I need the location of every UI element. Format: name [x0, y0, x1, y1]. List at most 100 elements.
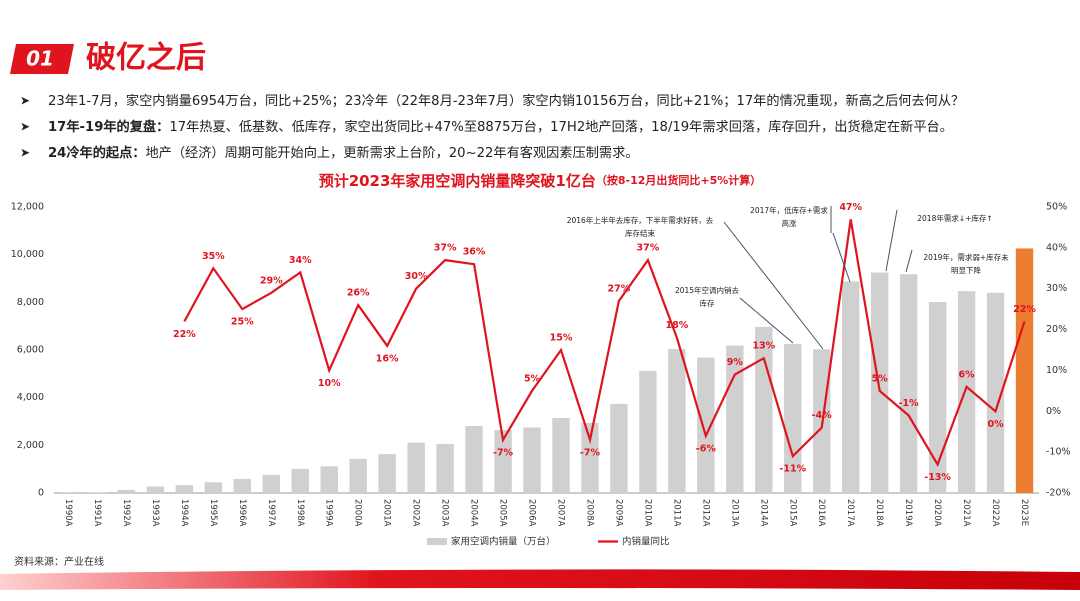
- data-label: 25%: [231, 317, 254, 328]
- data-label: 16%: [376, 353, 399, 364]
- x-tick-label: 2023E: [1019, 499, 1029, 526]
- callout-line: [723, 221, 824, 350]
- annotation: 2015年空调内销去: [675, 285, 740, 295]
- bar: [88, 492, 107, 493]
- x-tick-label: 2003A: [440, 499, 450, 527]
- x-tick-label: 1994A: [179, 499, 189, 527]
- x-tick-label: 2015A: [787, 499, 797, 527]
- y-tick-label: 0: [38, 488, 44, 499]
- bar: [204, 482, 223, 493]
- plot: 0 2,000 4,000 6,000 8,000 10,000 12,000 -20% -10…: [11, 202, 1071, 548]
- chart-title-main: 预计2023年家用空调内销量降突破1亿台: [319, 172, 596, 190]
- data-label: 5%: [872, 373, 889, 384]
- bar: [407, 442, 425, 493]
- x-tick-label: 2011A: [671, 499, 681, 527]
- bar: [494, 430, 512, 493]
- bar: [291, 468, 309, 493]
- x-tick-label: 2009A: [613, 499, 623, 527]
- data-label: 0%: [987, 419, 1004, 430]
- x-tick-label: 2010A: [642, 499, 652, 527]
- x-tick-label: 1992A: [121, 499, 131, 527]
- bar: [668, 349, 686, 493]
- callout-line: [739, 297, 794, 344]
- data-label: -4%: [812, 410, 833, 421]
- x-tick-label: 2017A: [845, 499, 855, 527]
- y2-tick-label: 30%: [1046, 283, 1067, 294]
- y2-tick-label: -20%: [1046, 488, 1071, 499]
- bullet-text: 地产（经济）周期可能开始向上，更新需求上台阶，20~22年有客观因素压制需求。: [145, 144, 638, 161]
- slide-title: 破亿之后: [86, 41, 206, 76]
- x-tick-label: 2019A: [903, 499, 913, 527]
- data-label: 29%: [260, 275, 283, 286]
- y2-tick-label: 50%: [1046, 202, 1067, 213]
- x-tick-label: 1993A: [150, 499, 160, 527]
- bullet: 23年1-7月，家空内销量6954万台，同比+25%；23冷年（22年8月-23…: [48, 92, 964, 109]
- y-tick-label: 6,000: [17, 345, 44, 356]
- bullet-text: 23年1-7月，家空内销量6954万台，同比+25%；23冷年（22年8月-23…: [48, 92, 964, 109]
- callout-line: [832, 232, 851, 283]
- data-label: -7%: [493, 447, 514, 458]
- data-label: 10%: [318, 378, 341, 389]
- bullet-marker: ➤: [20, 146, 30, 160]
- bar: [378, 454, 396, 493]
- bullet-text: 17年热夏、低基数、低库存，家空出货同比+47%至8875万台，17H2地产回落…: [169, 118, 953, 135]
- y-tick-label: 4,000: [17, 392, 44, 403]
- x-tick-label: 2002A: [411, 499, 421, 527]
- data-label: 18%: [665, 320, 688, 331]
- bar: [233, 478, 251, 493]
- x-tick-label: 1996A: [237, 499, 247, 527]
- bullet: 17年-19年的复盘：17年热夏、低基数、低库存，家空出货同比+47%至8875…: [48, 118, 953, 135]
- y2-tick-label: -10%: [1046, 447, 1071, 458]
- data-label: -13%: [924, 472, 951, 483]
- bar: [552, 417, 570, 493]
- bar: [639, 370, 657, 493]
- data-label: 37%: [434, 243, 457, 254]
- x-tick-label: 2006A: [527, 499, 537, 527]
- annotation: 明显下降: [951, 265, 981, 275]
- x-tick-label: 1991A: [92, 499, 102, 527]
- data-label: 15%: [550, 333, 573, 344]
- data-label: 5%: [524, 373, 541, 384]
- x-tick-label: 1997A: [266, 499, 276, 527]
- chart-subtitle: （按8-12月出货同比+5%计算）: [596, 173, 761, 187]
- bar: [986, 292, 1005, 493]
- x-tick-label: 2007A: [555, 499, 565, 527]
- y-tick-label: 8,000: [17, 297, 44, 308]
- chart-title: 预计2023年家用空调内销量降突破1亿台（按8-12月出货同比+5%计算）: [319, 172, 762, 190]
- x-tick-label: 2016A: [816, 499, 826, 527]
- y2-tick-label: 10%: [1046, 365, 1067, 376]
- bar: [755, 326, 773, 493]
- bar: [870, 272, 889, 493]
- bullet-bold: 17年-19年的复盘：: [48, 118, 169, 135]
- bar: [117, 489, 136, 493]
- x-tick-label: 2013A: [729, 499, 739, 527]
- bar: [1015, 248, 1034, 493]
- x-tick-label: 1995A: [208, 499, 218, 527]
- x-tick-label: 1998A: [295, 499, 305, 527]
- bar: [842, 281, 860, 493]
- data-label: 36%: [463, 247, 486, 258]
- y-tick-label: 12,000: [11, 202, 44, 213]
- footer-band: [0, 569, 1080, 590]
- y2-tick-label: 20%: [1046, 324, 1067, 335]
- x-tick-label: 2000A: [353, 499, 363, 527]
- annotation: 高涨: [782, 218, 797, 228]
- data-label: 22%: [173, 329, 196, 340]
- x-tick-label: 2012A: [700, 499, 710, 527]
- data-label: 22%: [1013, 304, 1036, 315]
- annotation: 2019年，需求弱+库存未: [923, 252, 1009, 262]
- x-tick-label: 1999A: [324, 499, 334, 527]
- data-label: 26%: [347, 288, 370, 299]
- data-label: 9%: [727, 357, 744, 368]
- data-label: 13%: [752, 341, 775, 352]
- data-label: -11%: [779, 464, 806, 475]
- bar: [581, 422, 599, 493]
- data-label: 35%: [202, 251, 225, 262]
- bar: [523, 427, 541, 493]
- number-badge: [10, 44, 74, 74]
- data-label: -1%: [899, 398, 920, 409]
- source: 资料来源：产业在线: [14, 555, 104, 568]
- bar: [465, 426, 483, 493]
- annotation: 库存: [700, 298, 715, 308]
- x-tick-label: 2008A: [584, 499, 594, 527]
